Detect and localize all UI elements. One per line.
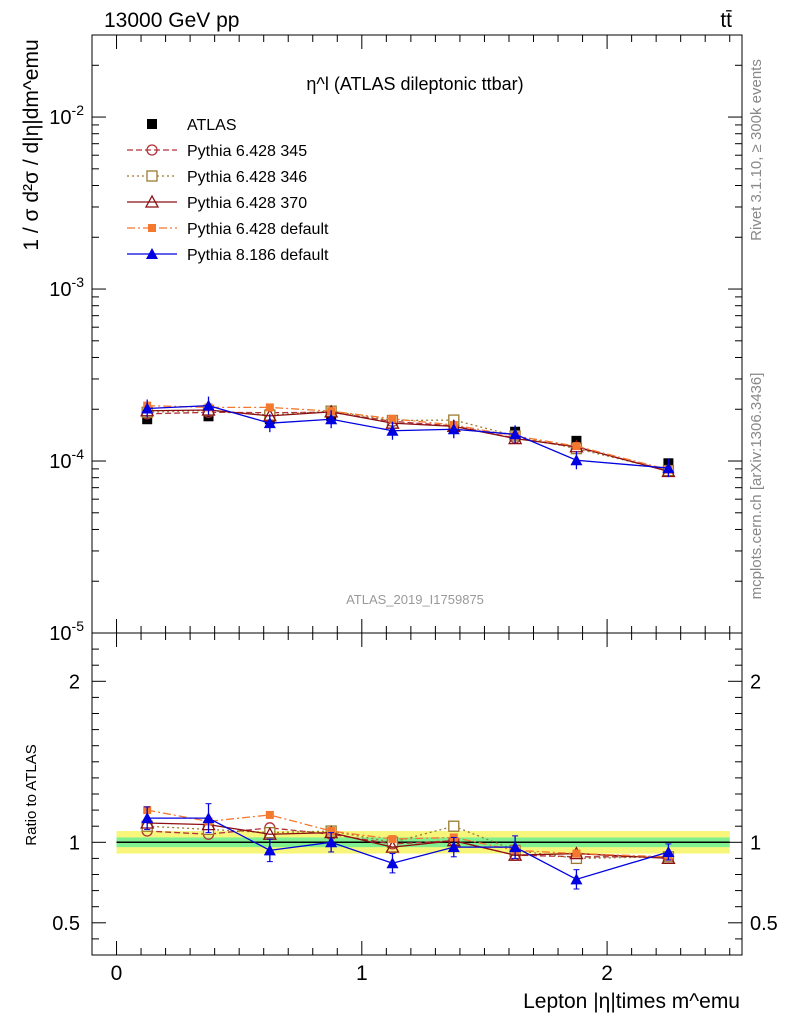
- ratio-point-p8default: [141, 812, 154, 824]
- legend-label: Pythia 8.186 default: [187, 247, 329, 264]
- ratio-line-p6default: [147, 809, 669, 858]
- series-line-p6default: [147, 404, 669, 471]
- legend-entry-p6default: Pythia 6.428 default: [127, 221, 329, 238]
- legend-label: ATLAS: [187, 117, 237, 134]
- main-y-tick-label: 10-2: [49, 102, 84, 129]
- main-y-tick-label: 10-3: [49, 274, 84, 301]
- ratio-series-p8default: [141, 803, 675, 890]
- legend-entry-atlas: ATLAS: [147, 117, 237, 134]
- series-p346: [141, 404, 675, 477]
- legend-marker-p346: [146, 170, 158, 182]
- legend-marker-atlas: [147, 119, 157, 129]
- legend-label: Pythia 6.428 default: [187, 221, 329, 238]
- ratio-point-p6default: [265, 810, 274, 819]
- main-y-tick-label: 10-5: [49, 618, 84, 645]
- series-p370: [140, 402, 676, 478]
- point-p8default: [509, 428, 522, 440]
- series-line-p8default: [147, 404, 669, 469]
- series-line-p370: [147, 409, 669, 473]
- ratio-point-p8default: [202, 812, 215, 824]
- ratio-point-p8default: [447, 841, 460, 853]
- ratio-axis-ticks: 0 1 2 0.5 0.5 1 1 2 2: [52, 632, 778, 985]
- point-p6default: [388, 414, 397, 423]
- ratio-point-p8default: [662, 845, 675, 857]
- point-p6default: [572, 442, 581, 451]
- ratio-point-p6default: [327, 827, 336, 836]
- point-p8default: [263, 417, 276, 429]
- ratio-point-p8default: [263, 844, 276, 856]
- ratio-y-tick-label-right: 1: [750, 832, 761, 854]
- ratio-y-tick-label-right: 2: [750, 671, 761, 693]
- ratio-y-tick-label: 1: [69, 832, 80, 854]
- point-p8default: [202, 399, 215, 411]
- legend: ATLAS Pythia 6.428 345 Pythia 6.428 346 Pyt…: [127, 117, 329, 264]
- series-atlas: [142, 410, 674, 469]
- main-series: [140, 396, 676, 478]
- ratio-point-p8default: [509, 841, 522, 853]
- ratio-point-p8default: [570, 873, 583, 885]
- ratio-point-p8default: [386, 857, 399, 869]
- legend-entry-p345: Pythia 6.428 345: [127, 143, 307, 160]
- point-atlas: [203, 411, 214, 422]
- ratio-point-p8default: [325, 836, 338, 848]
- point-p8default: [447, 423, 460, 435]
- legend-entry-p8default: Pythia 8.186 default: [127, 247, 329, 264]
- legend-marker-p8default: [146, 248, 158, 259]
- x-tick-label: 2: [601, 962, 613, 985]
- legend-marker-p6default: [148, 224, 156, 232]
- ratio-point-p6default: [572, 849, 581, 858]
- legend-entry-p346: Pythia 6.428 346: [127, 169, 307, 186]
- legend-label: Pythia 6.428 346: [187, 169, 307, 186]
- legend-entry-p370: Pythia 6.428 370: [127, 194, 307, 212]
- point-p8default: [386, 424, 399, 436]
- legend-label: Pythia 6.428 370: [187, 195, 307, 212]
- chart-title: η^l (ATLAS dileptonic ttbar): [306, 74, 523, 94]
- main-y-axis-label: 1 / σ d²σ / d|η|dm^emu: [20, 39, 43, 250]
- point-p8default: [141, 402, 154, 414]
- ratio-y-tick-label: 2: [69, 671, 80, 693]
- point-p8default: [662, 462, 675, 474]
- ratio-y-tick-label-right: 0.5: [750, 913, 778, 935]
- ratio-point-p370: [508, 847, 523, 861]
- ratio-point-p6default: [388, 835, 397, 844]
- ratio-point-p370: [385, 839, 400, 853]
- series-p8default: [141, 396, 675, 478]
- process-label: tt̄: [720, 9, 732, 32]
- main-y-tick-label: 10-4: [49, 446, 84, 473]
- point-p6default: [265, 403, 274, 412]
- legend-marker-p370: [144, 194, 160, 208]
- series-p345: [141, 406, 675, 477]
- x-axis-label: Lepton |η|times m^emu: [523, 990, 740, 1013]
- legend-marker-p345: [146, 144, 158, 156]
- ratio-line-p370: [147, 822, 669, 860]
- point-p8default: [325, 413, 338, 425]
- ratio-y-tick-label: 0.5: [52, 913, 80, 935]
- ratio-point-p346: [448, 820, 460, 832]
- mcplots-label: mcplots.cern.ch [arXiv:1306.3436]: [748, 373, 765, 600]
- ratio-y-axis-label: Ratio to ATLAS: [23, 744, 40, 845]
- legend-label: Pythia 6.428 345: [187, 143, 307, 160]
- main-axis-ticks: 10-5 10-4 10-3 10-2: [49, 34, 742, 645]
- x-tick-label: 1: [356, 962, 368, 985]
- x-tick-label: 0: [111, 962, 123, 985]
- analysis-watermark: ATLAS_2019_I1759875: [346, 592, 484, 607]
- point-p8default: [570, 454, 583, 466]
- rivet-label: Rivet 3.1.10, ≥ 300k events: [748, 59, 765, 241]
- ratio-panel-frame: [91, 632, 743, 956]
- energy-label: 13000 GeV pp: [104, 9, 239, 32]
- ratio-series: [140, 803, 676, 890]
